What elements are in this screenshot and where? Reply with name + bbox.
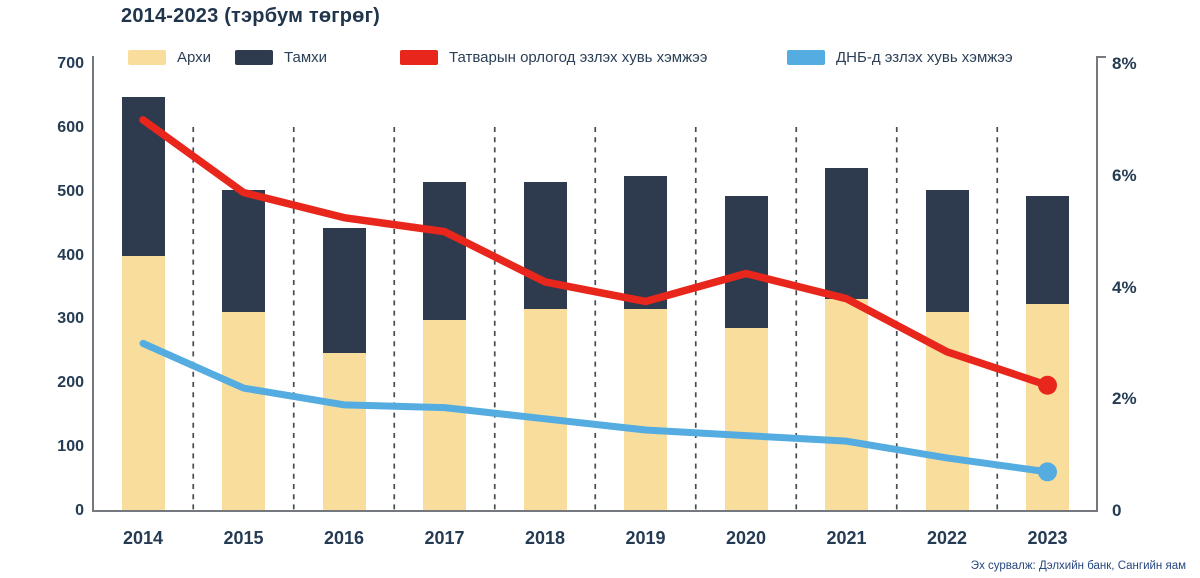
- source-note: Эх сурвалж: Дэлхийн банк, Сангийн яам: [970, 560, 1186, 572]
- bar-segment-arhi-2018: [523, 308, 567, 511]
- lines-layer: [139, 116, 1057, 482]
- y-axis-left-tick-0: 0: [75, 502, 84, 519]
- bar-segment-tamhi-2015: [222, 189, 265, 312]
- y-axis-left-tick-300: 300: [57, 310, 84, 328]
- line-gdp-share: [139, 339, 1051, 476]
- x-axis-label-2016: 2016: [323, 528, 365, 548]
- tax-share-swatch-icon: [400, 49, 438, 65]
- y-axis-left-line: [92, 56, 94, 511]
- y-axis-left-tick-200: 200: [57, 374, 84, 392]
- bar-2018: [523, 182, 567, 511]
- bar-segment-tamhi-2019: [624, 175, 667, 309]
- y-axis-right-line: [1096, 56, 1098, 511]
- line-tax-share: [139, 116, 1052, 390]
- y-axis-right-tick-2pct: 2%: [1112, 389, 1137, 409]
- legend-label-tax-share: Татварын орлогод эзлэх хувь хэмжээ: [449, 48, 708, 66]
- y-axis-right-tick-0: 0: [1112, 501, 1122, 520]
- chart-title: 2014-2023 (тэрбум төгрөг): [121, 5, 380, 27]
- plot-area: [93, 64, 1098, 511]
- bar-segment-arhi-2014: [121, 255, 165, 511]
- y-axis-left-tick-500: 500: [57, 182, 84, 200]
- bar-segment-tamhi-2020: [724, 196, 768, 329]
- bar-segment-arhi-2015: [222, 311, 265, 511]
- x-axis-label-2023: 2023: [1027, 528, 1068, 548]
- x-axis-line: [92, 510, 1098, 512]
- legend-label-arhi: Архи: [177, 48, 212, 66]
- bar-segment-tamhi-2017: [423, 182, 466, 321]
- x-axis-label-2020: 2020: [725, 528, 767, 548]
- y-axis-right-top-tick: [1096, 56, 1106, 58]
- tamhi-swatch-icon: [235, 49, 273, 65]
- y-axis-right-tick-6pct: 6%: [1112, 165, 1137, 185]
- bar-2016: [322, 228, 366, 511]
- x-axis-label-2018: 2018: [524, 528, 566, 548]
- bars-layer: [93, 64, 1098, 511]
- bar-segment-arhi-2017: [423, 320, 466, 511]
- y-axis-left-tick-700: 700: [57, 55, 84, 72]
- bar-2019: [624, 175, 667, 511]
- bar-segment-tamhi-2022: [925, 189, 969, 312]
- bar-2014: [121, 97, 165, 511]
- gridlines-layer: [192, 127, 999, 511]
- bar-2017: [423, 182, 466, 511]
- bar-segment-tamhi-2023: [1026, 196, 1069, 305]
- legend-label-tamhi: Тамхи: [284, 48, 328, 66]
- bar-segment-arhi-2021: [825, 299, 868, 511]
- legend-item-tamhi: Тамхи: [235, 47, 327, 67]
- x-axis-label-2022: 2022: [926, 528, 968, 548]
- legend-item-arhi: Архи: [128, 47, 211, 67]
- bar-segment-arhi-2016: [322, 352, 366, 511]
- x-axis-label-2015: 2015: [223, 528, 264, 548]
- legend-item-tax-share: Татварын орлогод эзлэх хувь хэмжээ: [400, 47, 707, 67]
- y-axis-left-tick-400: 400: [57, 246, 84, 264]
- legend: Архи Тамхи Татварын орлогод эзлэх хувь х…: [0, 47, 1200, 69]
- bar-segment-arhi-2019: [624, 308, 667, 511]
- bar-2020: [724, 196, 768, 511]
- x-axis-label-2021: 2021: [826, 528, 867, 548]
- y-axis-right-tick-4pct: 4%: [1112, 277, 1137, 297]
- endpoint-dot-tax-share: [1038, 375, 1057, 395]
- bar-segment-tamhi-2016: [322, 228, 366, 353]
- y-axis-left-tick-600: 600: [57, 118, 84, 136]
- bar-2021: [825, 168, 868, 511]
- bar-segment-arhi-2020: [724, 328, 768, 511]
- bar-2022: [925, 189, 969, 511]
- legend-label-gdp-share: ДНБ-д эзлэх хувь хэмжээ: [836, 48, 1013, 66]
- bar-segment-tamhi-2021: [825, 168, 868, 299]
- endpoint-dot-gdp-share: [1038, 462, 1057, 482]
- x-axis-label-2014: 2014: [122, 528, 164, 548]
- y-axis-left-tick-100: 100: [57, 438, 84, 456]
- x-axis-label-2017: 2017: [424, 528, 465, 548]
- arhi-swatch-icon: [128, 49, 166, 65]
- legend-item-gdp-share: ДНБ-д эзлэх хувь хэмжээ: [787, 47, 1013, 67]
- bar-2015: [222, 189, 265, 511]
- gdp-share-swatch-icon: [787, 49, 825, 65]
- y-axis-right-tick-8pct: 8%: [1112, 54, 1137, 73]
- x-axis-label-2019: 2019: [625, 528, 666, 548]
